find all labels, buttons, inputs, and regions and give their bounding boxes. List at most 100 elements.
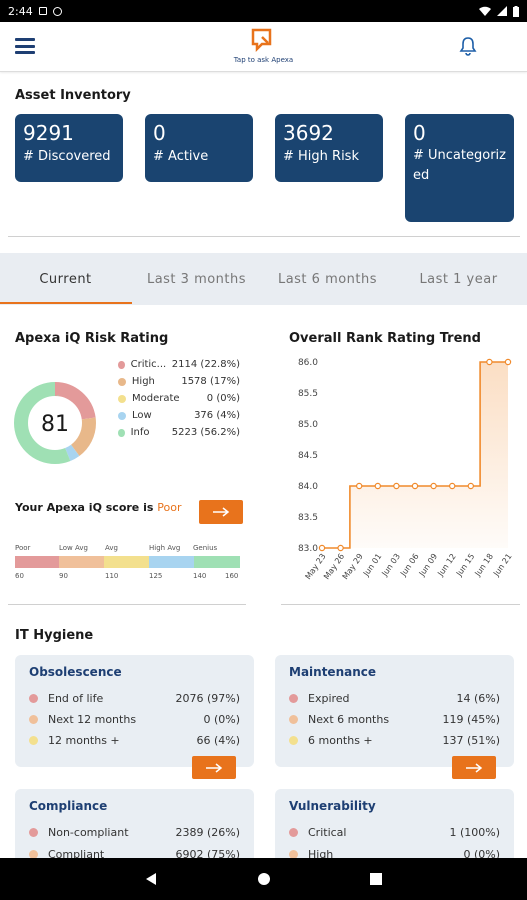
obsolescence-card[interactable]: Obsolescence End of life 2076 (97%) Next …	[15, 655, 254, 767]
data-point	[430, 482, 437, 490]
legend-dot	[29, 715, 38, 724]
high-risk-card[interactable]: 3692 # High Risk	[275, 114, 383, 182]
row-value: 2389 (26%)	[175, 826, 240, 839]
row-value: 0 (0%)	[463, 848, 500, 861]
hygiene-row: 12 months + 66 (4%)	[29, 734, 240, 747]
row-label: Non-compliant	[48, 826, 129, 839]
risk-donut-chart[interactable]: 81	[12, 380, 98, 466]
score-text: Your Apexa iQ score is Poor	[15, 501, 181, 514]
legend-dot	[29, 828, 38, 837]
time-range-tabs: Current Last 3 months Last 6 months Last…	[0, 253, 527, 305]
maintenance-details-button[interactable]	[452, 756, 496, 779]
it-hygiene-title: IT Hygiene	[15, 628, 94, 643]
tab-current[interactable]: Current	[39, 271, 92, 287]
trend-chart-title: Overall Rank Rating Trend	[289, 331, 481, 346]
legend-item: Moderate 0 (0%)	[118, 393, 240, 404]
score-details-button[interactable]	[199, 500, 243, 524]
row-value: 14 (6%)	[456, 692, 500, 705]
data-point	[318, 544, 326, 552]
data-point	[393, 482, 400, 490]
hygiene-row: 6 months + 137 (51%)	[289, 734, 500, 747]
status-bar: 2:44	[0, 0, 527, 22]
hygiene-row: Compliant 6902 (75%)	[29, 848, 240, 861]
row-value: 2076 (97%)	[175, 692, 240, 705]
x-tick-label: Jun 01	[361, 552, 383, 579]
divider	[281, 604, 520, 605]
tab-last-6-months[interactable]: Last 6 months	[277, 271, 378, 287]
ask-apexa-caption[interactable]: Tap to ask Apexa	[233, 56, 294, 64]
hygiene-row: Critical 1 (100%)	[289, 826, 500, 839]
home-icon[interactable]	[257, 872, 271, 886]
card-value: 3692	[283, 121, 334, 145]
risk-rating-title: Apexa iQ Risk Rating	[15, 331, 169, 346]
card-value: 0	[413, 121, 426, 145]
data-point	[337, 544, 344, 552]
legend-dot	[118, 394, 126, 403]
legend-dot	[29, 694, 38, 703]
legend-label: Critic...	[130, 359, 167, 370]
hygiene-row: End of life 2076 (97%)	[29, 692, 240, 705]
scale-segment-low-avg	[59, 556, 104, 568]
scale-segment-poor	[15, 556, 59, 568]
row-value: 66 (4%)	[196, 734, 240, 747]
row-label: Compliant	[48, 848, 105, 861]
scale-value: 160	[225, 572, 239, 580]
row-label: Expired	[308, 692, 350, 705]
card-label: # Active	[153, 149, 209, 164]
hygiene-row: Next 6 months 119 (45%)	[289, 713, 500, 726]
risk-score-value: 81	[41, 412, 69, 437]
row-label: 12 months +	[48, 734, 120, 747]
legend-label: High	[131, 376, 155, 387]
discovered-card[interactable]: 9291 # Discovered	[15, 114, 123, 182]
notification-icon	[38, 7, 47, 15]
row-value: 137 (51%)	[442, 734, 500, 747]
recents-icon[interactable]	[370, 873, 382, 885]
scale-label: Avg	[105, 544, 118, 552]
x-tick-label: Jun 15	[454, 552, 476, 579]
legend-dot	[289, 850, 298, 859]
divider	[8, 604, 246, 605]
trend-area	[322, 362, 508, 548]
row-label: End of life	[48, 692, 104, 705]
apexa-logo[interactable]	[250, 27, 276, 53]
legend-dot	[289, 736, 298, 745]
row-value: 6902 (75%)	[175, 848, 240, 861]
bell-icon[interactable]	[458, 36, 478, 56]
legend-dot	[29, 850, 38, 859]
divider	[8, 236, 520, 237]
y-tick-label: 85.0	[298, 420, 318, 430]
donut-segment	[14, 382, 96, 464]
back-icon[interactable]	[144, 872, 158, 886]
hamburger-menu-icon[interactable]	[15, 38, 35, 54]
data-point	[504, 358, 512, 366]
uncategorized-card[interactable]: 0 # Uncategorized	[405, 114, 514, 222]
hygiene-row: Non-compliant 2389 (26%)	[29, 826, 240, 839]
x-tick-label: Jun 03	[380, 552, 402, 579]
data-point	[486, 358, 493, 366]
maintenance-card[interactable]: Maintenance Expired 14 (6%) Next 6 months…	[275, 655, 514, 767]
active-card[interactable]: 0 # Active	[145, 114, 253, 182]
row-label: High	[308, 848, 334, 861]
scale-value: 110	[105, 572, 119, 580]
legend-dot	[289, 715, 298, 724]
x-tick-label: Jun 21	[491, 552, 513, 579]
app-bar: Tap to ask Apexa	[0, 22, 527, 72]
arrow-right-icon	[206, 762, 223, 773]
scale-value: 90	[59, 572, 68, 580]
legend-dot	[289, 828, 298, 837]
tab-last-3-months[interactable]: Last 3 months	[146, 271, 247, 287]
card-title: Compliance	[29, 799, 108, 813]
legend-item: Critic... 2114 (22.8%)	[118, 359, 240, 370]
tab-last-1-year[interactable]: Last 1 year	[419, 271, 498, 287]
legend-dot	[118, 377, 126, 386]
legend-label: Info	[130, 427, 150, 438]
obsolescence-details-button[interactable]	[192, 756, 236, 779]
asset-inventory-title: Asset Inventory	[15, 88, 131, 103]
signal-icon	[497, 6, 507, 16]
legend-value: 376 (4%)	[194, 410, 240, 421]
hygiene-row: High 0 (0%)	[289, 848, 500, 861]
legend-value: 1578 (17%)	[181, 376, 240, 387]
y-tick-label: 83.0	[298, 544, 318, 554]
data-point	[448, 482, 456, 490]
